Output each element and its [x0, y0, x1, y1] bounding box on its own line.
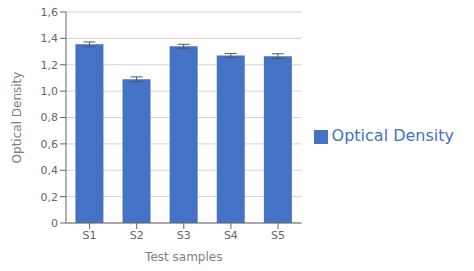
- html-text:Optical Density: Optical Density: [331, 126, 454, 145]
- svg-text:S5: S5: [271, 229, 285, 242]
- svg-text:0,4: 0,4: [41, 164, 59, 177]
- svg-text:S2: S2: [130, 229, 144, 242]
- svg-text:S3: S3: [177, 229, 191, 242]
- svg-text:Optical Density: Optical Density: [10, 72, 24, 164]
- svg-text:1,0: 1,0: [41, 85, 59, 98]
- svg-text:0: 0: [51, 217, 58, 230]
- svg-text:Test samples: Test samples: [144, 250, 222, 264]
- svg-text:S4: S4: [224, 229, 238, 242]
- svg-text:1,4: 1,4: [41, 32, 59, 45]
- svg-text:1,2: 1,2: [41, 59, 59, 72]
- svg-text:0,2: 0,2: [41, 191, 59, 204]
- svg-text:0,6: 0,6: [41, 138, 59, 151]
- svg-text:1,6: 1,6: [41, 6, 59, 19]
- svg-text:0,8: 0,8: [41, 111, 59, 124]
- svg-text:S1: S1: [83, 229, 97, 242]
